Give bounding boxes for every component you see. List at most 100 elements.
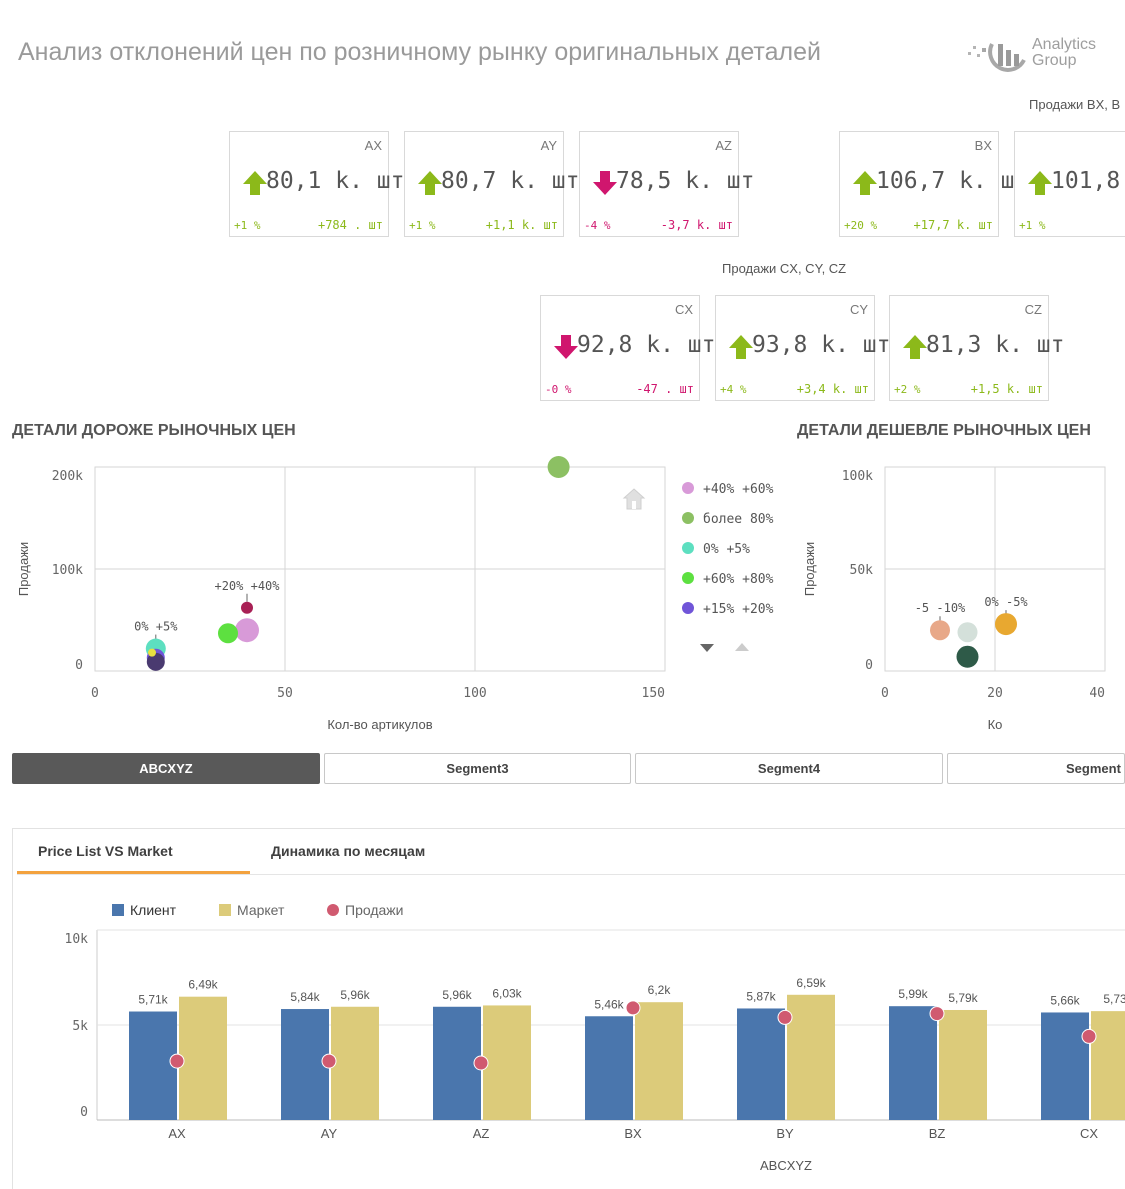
segment-button-abcxyz[interactable]: ABCXYZ bbox=[12, 753, 320, 784]
bar-market[interactable] bbox=[1091, 1011, 1125, 1120]
bar-client[interactable] bbox=[585, 1016, 633, 1120]
bar-client[interactable] bbox=[129, 1011, 177, 1120]
kpi-absolute-change: +1,1 k. шт bbox=[485, 218, 558, 232]
bar-group: 5,46k 6,2k BX bbox=[585, 983, 683, 1141]
scatter-left-chart[interactable]: 0 50 100 150 0 100k 200k Кол-во артикулов Продаж… bbox=[0, 455, 790, 740]
scatter-point[interactable] bbox=[218, 623, 238, 644]
segment-button-segment[interactable]: Segment bbox=[947, 753, 1125, 784]
kpi-value: 101,8 k bbox=[1051, 168, 1125, 194]
home-icon[interactable] bbox=[622, 488, 646, 510]
kpi-percent-change: -0 % bbox=[545, 383, 572, 396]
kpi-card-ax[interactable]: AX 80,1 k. шт +1 % +784 . шт bbox=[229, 131, 404, 237]
kpi-card-cx[interactable]: CX 92,8 k. шт -0 % -47 . шт bbox=[540, 295, 715, 401]
bar-group: 5,87k 6,59k BY bbox=[737, 976, 835, 1141]
legend-label: +40% +60% bbox=[703, 482, 774, 497]
bar-chart[interactable]: Клиент Маркет Продажи 0 5k 10k 5,71k 6,49k AX 5,8… bbox=[12, 880, 1125, 1185]
segment-button-segment3[interactable]: Segment3 bbox=[324, 753, 631, 784]
x-tick-label: BX bbox=[624, 1126, 642, 1141]
kpi-card-az[interactable]: AZ 78,5 k. шт -4 % -3,7 k. шт bbox=[579, 131, 754, 237]
sales-marker[interactable] bbox=[777, 1009, 793, 1025]
legend-label: 0% +5% bbox=[703, 542, 750, 557]
annotation-label: +20% +40% bbox=[214, 579, 280, 593]
y-tick-label: 0 bbox=[75, 658, 83, 673]
sales-marker[interactable] bbox=[1081, 1028, 1097, 1044]
legend-item[interactable]: 0% +5% bbox=[682, 542, 750, 557]
triangle-up-icon[interactable] bbox=[735, 643, 749, 651]
bar-market[interactable] bbox=[331, 1006, 379, 1120]
sales-marker[interactable] bbox=[625, 1000, 641, 1016]
scatter-point[interactable] bbox=[930, 620, 950, 641]
kpi-name: AZ bbox=[715, 138, 732, 153]
legend-item[interactable]: +60% +80% bbox=[682, 572, 774, 587]
kpi-percent-change: +1 % bbox=[1019, 219, 1046, 232]
legend-marker bbox=[682, 482, 694, 494]
kpi-card-cy[interactable]: CY 93,8 k. шт +4 % +3,4 k. шт bbox=[715, 295, 890, 401]
kpi-card-bx[interactable]: BX 106,7 k. шт +20 % +17,7 k. шт bbox=[839, 131, 1028, 237]
scatter-point[interactable] bbox=[146, 652, 165, 671]
tab-dynamics-by-month[interactable]: Динамика по месяцам bbox=[271, 843, 426, 859]
scatter-point[interactable] bbox=[995, 613, 1017, 636]
kpi-absolute-change: -47 . шт bbox=[636, 382, 694, 396]
scatter-point[interactable] bbox=[547, 456, 570, 478]
sales-marker[interactable] bbox=[321, 1053, 337, 1069]
y-tick-label: 100k bbox=[842, 469, 873, 484]
kpi-card-partial[interactable]: 101,8 k+1 %+8 bbox=[1014, 131, 1125, 237]
bar-market[interactable] bbox=[179, 996, 227, 1120]
triangle-down-icon[interactable] bbox=[700, 644, 714, 652]
bar-value-label: 5,84k bbox=[290, 990, 320, 1004]
scatter-point[interactable] bbox=[241, 601, 253, 614]
kpi-name: CZ bbox=[1024, 302, 1042, 317]
kpi-value: 106,7 k. шт bbox=[876, 168, 1029, 194]
bar-market[interactable] bbox=[483, 1005, 531, 1120]
sales-marker[interactable] bbox=[929, 1006, 945, 1022]
logo-text-line-2: Group bbox=[1032, 52, 1077, 69]
legend-item[interactable]: Клиент bbox=[112, 902, 177, 918]
kpi-percent-change: +4 % bbox=[720, 383, 747, 396]
scatter-point[interactable] bbox=[235, 618, 259, 643]
y-tick-label: 100k bbox=[52, 563, 83, 578]
x-axis-title: ABCXYZ bbox=[760, 1158, 812, 1173]
segment-button-segment4[interactable]: Segment4 bbox=[635, 753, 943, 784]
kpi-card-ay[interactable]: AY 80,7 k. шт +1 % +1,1 k. шт bbox=[404, 131, 579, 237]
bar-client[interactable] bbox=[1041, 1012, 1089, 1120]
tab-price-list-vs-market[interactable]: Price List VS Market bbox=[38, 843, 173, 859]
bar-value-label: 5,96k bbox=[340, 988, 370, 1002]
kpi-value: 78,5 k. шт bbox=[616, 168, 755, 194]
scatter-point[interactable] bbox=[957, 622, 978, 643]
y-tick-label: 0 bbox=[865, 658, 873, 673]
legend-item[interactable]: +15% +20% bbox=[682, 602, 774, 617]
sales-marker[interactable] bbox=[169, 1053, 185, 1069]
kpi-name: CX bbox=[674, 302, 693, 317]
bar-value-label: 5,73 bbox=[1103, 992, 1125, 1006]
bar-value-label: 5,96k bbox=[442, 988, 472, 1002]
legend-item[interactable]: +40% +60% bbox=[682, 482, 774, 497]
legend-item[interactable]: Маркет bbox=[219, 902, 285, 918]
sales-marker[interactable] bbox=[473, 1055, 489, 1071]
legend-item[interactable]: более 80% bbox=[682, 512, 774, 527]
kpi-card-cz[interactable]: CZ 81,3 k. шт +2 % +1,5 k. шт bbox=[889, 295, 1064, 401]
scatter-point[interactable] bbox=[956, 645, 979, 668]
scatter-right-chart[interactable]: 0 20 40 0 50k 100k Ко Продажи -5 -10% 0% -5% bbox=[790, 455, 1125, 740]
annotation-label: 0% +5% bbox=[134, 620, 178, 634]
y-tick-label: 0 bbox=[80, 1105, 88, 1120]
x-tick-label: 0 bbox=[91, 686, 99, 701]
bar-client[interactable] bbox=[737, 1008, 785, 1120]
bar-client[interactable] bbox=[889, 1006, 937, 1120]
scatter-legend: +40% +60% более 80% 0% +5% +60% +80% +15% +2… bbox=[682, 482, 774, 647]
x-tick-label: AZ bbox=[473, 1126, 490, 1141]
y-tick-label: 10k bbox=[65, 932, 89, 947]
legend-label: более 80% bbox=[703, 512, 774, 527]
legend-marker bbox=[327, 904, 339, 916]
bar-client[interactable] bbox=[433, 1006, 481, 1120]
bar-market[interactable] bbox=[787, 994, 835, 1120]
bar-value-label: 5,79k bbox=[948, 991, 978, 1005]
bar-market[interactable] bbox=[635, 1002, 683, 1120]
bar-market[interactable] bbox=[939, 1009, 987, 1120]
scatter-point[interactable] bbox=[148, 648, 156, 657]
legend-item[interactable]: Продажи bbox=[327, 902, 403, 918]
annotation-label: -5 -10% bbox=[915, 601, 966, 615]
legend-label: Клиент bbox=[130, 902, 177, 918]
bar-client[interactable] bbox=[281, 1009, 329, 1120]
legend-marker bbox=[682, 572, 694, 584]
kpi-name: BX bbox=[974, 138, 992, 153]
